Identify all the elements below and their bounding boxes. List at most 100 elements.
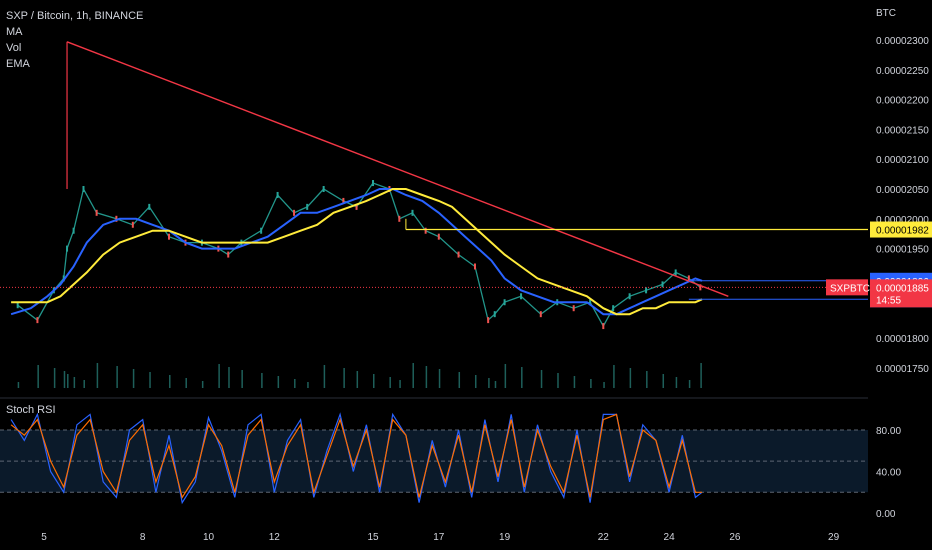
- price-candle: [699, 284, 702, 291]
- volume-bar: [149, 372, 151, 388]
- price-candle: [687, 275, 690, 282]
- price-candle: [82, 186, 85, 192]
- stoch-tick-label: 40.00: [876, 468, 901, 479]
- x-tick-label: 10: [203, 532, 215, 543]
- volume-bar: [488, 378, 490, 388]
- x-tick-label: 26: [729, 532, 741, 543]
- volume-bar: [700, 363, 702, 388]
- volume-bar: [590, 379, 592, 388]
- volume-bar: [343, 368, 345, 388]
- volume-bar: [521, 367, 523, 388]
- indicator-ma[interactable]: MA: [6, 26, 23, 38]
- volume-bar: [474, 375, 477, 388]
- volume-bar: [438, 369, 441, 388]
- volume-bar: [323, 365, 326, 388]
- price-candle: [36, 317, 39, 324]
- volume-bar: [373, 374, 375, 388]
- volume-bar: [412, 363, 414, 388]
- y-tick-label: 0.00002100: [876, 155, 929, 166]
- price-candle: [493, 311, 496, 318]
- price-candle: [424, 227, 427, 234]
- price-candle: [227, 251, 230, 258]
- price-candle: [473, 263, 476, 270]
- x-tick-label: 29: [828, 532, 840, 543]
- price-candle: [520, 293, 523, 300]
- trendline: [66, 41, 729, 297]
- volume-bar: [218, 364, 220, 388]
- indicator-vol[interactable]: Vol: [6, 42, 22, 54]
- y-tick-label: 0.00002300: [876, 36, 929, 47]
- last-price-label-bg: [870, 279, 932, 308]
- volume-bar: [399, 380, 401, 388]
- volume-bar: [675, 377, 678, 388]
- y-tick-label: 0.00002250: [876, 66, 929, 77]
- price-candle: [115, 215, 118, 222]
- volume-bar: [646, 371, 648, 388]
- horizontal-level-label: 0.00001982: [876, 226, 929, 237]
- price-candle: [148, 203, 151, 210]
- volume-bar: [356, 371, 359, 388]
- price-candle: [612, 305, 615, 312]
- stoch-tick-label: 0.00: [876, 509, 896, 520]
- x-tick-label: 24: [664, 532, 676, 543]
- y-tick-label: 0.00002150: [876, 125, 929, 136]
- series-ma-line: [10, 188, 703, 316]
- volume-bar: [688, 380, 691, 388]
- price-candle: [645, 287, 648, 294]
- price-candle: [131, 221, 134, 228]
- stoch-d-line: [10, 413, 702, 499]
- indicator-ema[interactable]: EMA: [6, 58, 30, 70]
- volume-bar: [294, 379, 296, 388]
- volume-bar: [261, 373, 263, 388]
- volume-bar: [37, 365, 39, 388]
- volume-bar: [425, 366, 428, 388]
- y-tick-label: 0.00002200: [876, 96, 929, 107]
- volume-bar: [458, 372, 461, 388]
- x-tick-label: 8: [140, 532, 146, 543]
- x-tick-label: 12: [269, 532, 281, 543]
- price-candle: [66, 245, 69, 252]
- price-candle: [372, 180, 374, 187]
- symbol-label-bg: [826, 279, 868, 296]
- price-candle: [589, 299, 592, 306]
- price-candle: [628, 293, 631, 300]
- price-candle: [661, 281, 664, 288]
- volume-bar: [201, 381, 204, 388]
- price-candle: [539, 311, 542, 318]
- volume-bar: [241, 370, 243, 388]
- price-candle: [437, 233, 440, 240]
- volume-bar: [613, 365, 615, 388]
- y-tick-label: 0.00001950: [876, 245, 929, 256]
- price-candle: [72, 227, 75, 234]
- price-candle: [260, 227, 263, 234]
- price-candle: [572, 305, 575, 312]
- volume-bar: [573, 376, 576, 388]
- price-candle: [342, 197, 345, 204]
- price-candle: [168, 233, 171, 240]
- price-candle: [602, 323, 605, 330]
- volume-bar: [494, 381, 497, 388]
- volume-bar: [228, 367, 230, 388]
- symbol-title: SXP / Bitcoin, 1h, BINANCE: [6, 10, 144, 22]
- last-price-label: 0.00001885: [876, 283, 929, 294]
- volume-bar: [67, 374, 69, 388]
- volume-bar: [53, 368, 56, 388]
- price-candle: [16, 302, 19, 309]
- volume-bar: [116, 366, 118, 388]
- chart-legend: SXP / Bitcoin, 1h, BINANCE MA Vol EMA: [6, 8, 143, 72]
- volume-bar: [96, 363, 99, 388]
- price-candle: [306, 203, 309, 210]
- stoch-rsi-label[interactable]: Stoch RSI: [6, 404, 56, 416]
- volume-bar: [185, 378, 187, 388]
- volume-bar: [307, 382, 309, 388]
- price-candle: [503, 299, 506, 306]
- price-candle: [457, 251, 460, 258]
- horizontal-level-label-bg: [870, 221, 932, 238]
- y-tick-label: 0.00001800: [876, 334, 929, 345]
- volume-bar: [169, 375, 171, 388]
- volume-bar: [557, 373, 559, 388]
- stoch-tick-label: 80.00: [876, 426, 901, 437]
- price-candle: [398, 215, 401, 222]
- volume-bar: [132, 369, 135, 388]
